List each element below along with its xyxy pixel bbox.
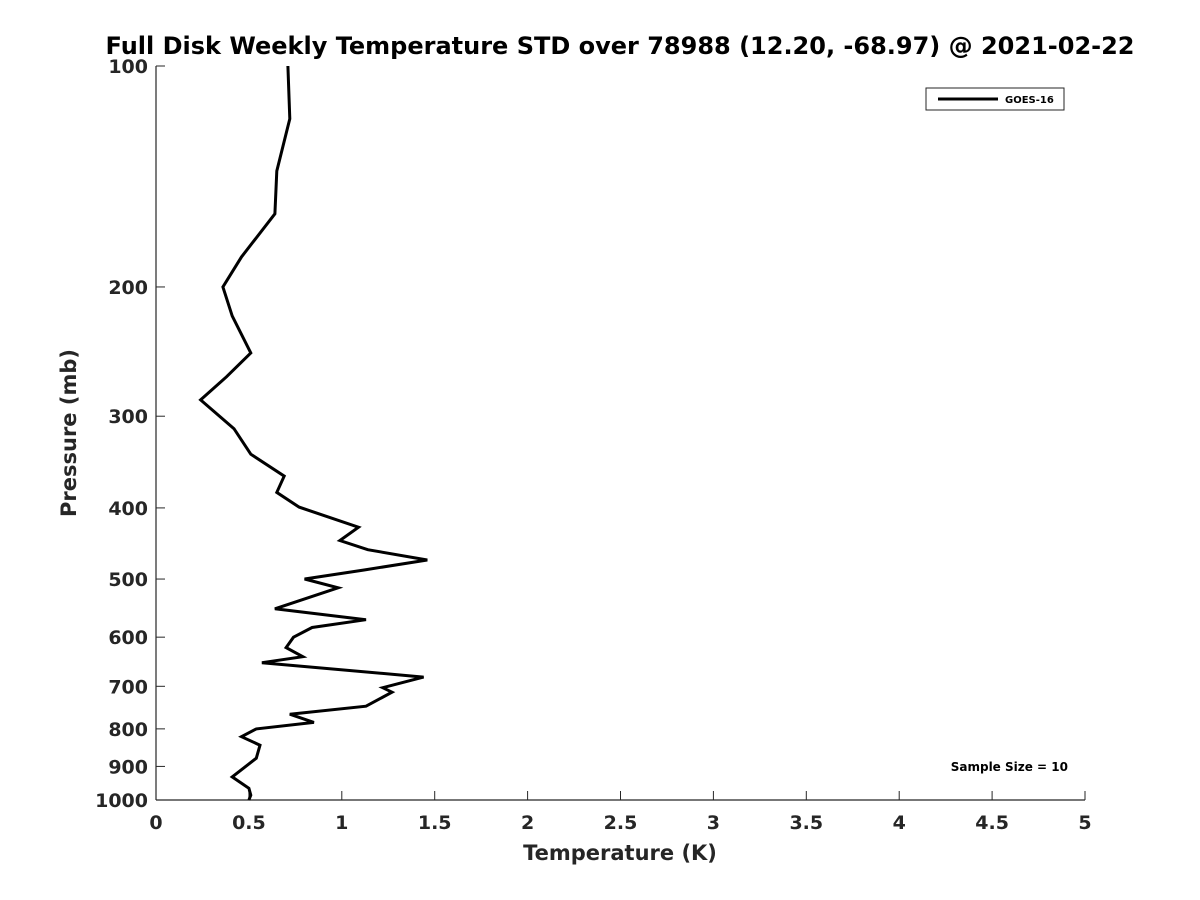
y-tick-label: 700	[108, 676, 148, 698]
y-axis-label: Pressure (mb)	[57, 349, 81, 517]
chart-title: Full Disk Weekly Temperature STD over 78…	[106, 32, 1135, 60]
y-tick-label: 100	[108, 56, 148, 78]
y-tick-label: 1000	[95, 790, 148, 812]
x-axis-label: Temperature (K)	[523, 841, 717, 865]
y-axis-ticks: 100 200 300 400 500 600 700 800 900 1000	[95, 56, 165, 812]
x-tick-label: 5	[1078, 812, 1091, 834]
x-tick-label: 3.5	[789, 812, 823, 834]
x-tick-label: 2.5	[604, 812, 638, 834]
x-tick-label: 1.5	[418, 812, 452, 834]
x-tick-label: 0	[149, 812, 162, 834]
series-layer	[198, 65, 428, 801]
x-tick-label: 0.5	[232, 812, 266, 834]
x-tick-label: 4.5	[975, 812, 1009, 834]
y-tick-label: 600	[108, 627, 148, 649]
x-tick-label: 4	[893, 812, 906, 834]
y-tick-label: 500	[108, 569, 148, 591]
x-tick-label: 3	[707, 812, 720, 834]
legend: GOES-16	[925, 87, 1065, 111]
y-tick-label: 200	[108, 277, 148, 299]
y-tick-label: 800	[108, 719, 148, 741]
y-tick-label: 400	[108, 498, 148, 520]
y-tick-label: 900	[108, 756, 148, 778]
x-tick-label: 2	[521, 812, 534, 834]
y-tick-label: 300	[108, 406, 148, 428]
legend-entry-label: GOES-16	[1005, 95, 1054, 106]
x-axis-ticks: 0 0.5 1 1.5 2 2.5 3 3.5 4 4.5 5	[149, 791, 1092, 834]
series-line-goes-16	[198, 65, 428, 801]
x-tick-label: 1	[335, 812, 348, 834]
sample-size-annotation: Sample Size = 10	[951, 760, 1068, 774]
